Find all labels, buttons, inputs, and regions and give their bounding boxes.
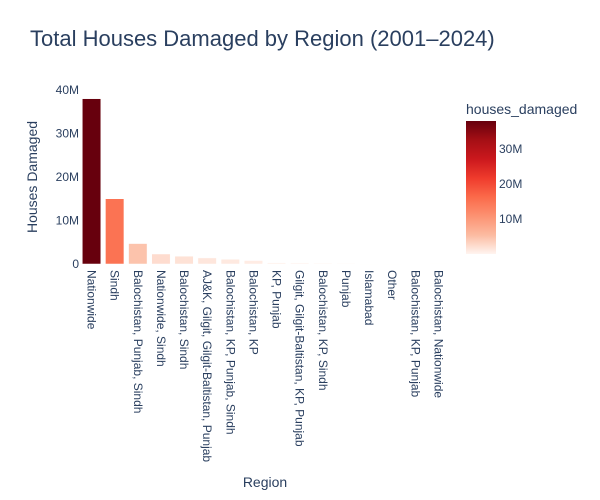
bar — [243, 260, 263, 265]
chart-title: Total Houses Damaged by Region (2001–202… — [30, 26, 495, 51]
x-axis: Nationwide Sindh Balochistan, Punjab, Sind… — [85, 270, 446, 462]
bar — [428, 263, 448, 265]
bar — [313, 262, 333, 265]
x-tick-label: Other — [385, 270, 399, 300]
bar — [151, 253, 171, 265]
y-axis: 0 10M 20M 30M 40M — [56, 83, 80, 271]
y-axis-title: Houses Damaged — [24, 121, 40, 233]
colorbar: houses_damaged 10M 20M 30M — [466, 101, 577, 254]
x-tick-label: Balochistan, Punjab, Sindh — [131, 270, 145, 413]
x-tick-label: Balochistan, Sindh — [177, 270, 191, 369]
bar — [405, 263, 425, 265]
x-tick-label: Balochistan, KP, Sindh — [316, 270, 330, 391]
x-tick-label: Balochistan, KP, Punjab — [408, 270, 422, 398]
bar — [128, 243, 148, 265]
x-tick-label: KP, Punjab — [270, 270, 284, 329]
bar — [359, 263, 379, 265]
colorbar-tick-label: 10M — [499, 212, 522, 226]
bar — [290, 262, 310, 265]
y-tick-label: 40M — [56, 83, 79, 97]
x-tick-label: Nationwide, Sindh — [154, 270, 168, 367]
x-tick-label: Punjab — [339, 270, 353, 308]
colorbar-tick-label: 20M — [499, 177, 522, 191]
bar — [220, 258, 240, 265]
x-tick-label: Balochistan, KP, Punjab, Sindh — [223, 270, 237, 435]
colorbar-title: houses_damaged — [466, 101, 577, 117]
x-tick-label: Balochistan, KP — [246, 270, 260, 355]
bar — [336, 263, 356, 265]
colorbar-tick-label: 30M — [499, 142, 522, 156]
x-tick-label: Gilgit, Gilgit-Baltistan, KP, Punjab — [293, 270, 307, 447]
x-tick-label: Islamabad — [362, 270, 376, 325]
bar — [82, 98, 102, 265]
bar — [105, 198, 125, 265]
y-tick-label: 10M — [56, 214, 79, 228]
x-tick-label: Balochistan, Nationwide — [431, 270, 445, 398]
bar — [174, 255, 194, 265]
bar — [267, 262, 287, 265]
x-axis-title: Region — [243, 474, 287, 490]
y-tick-label: 0 — [72, 257, 79, 271]
x-tick-label: Sindh — [108, 270, 122, 301]
y-tick-label: 20M — [56, 170, 79, 184]
bar — [197, 257, 217, 265]
x-tick-label: Nationwide — [85, 270, 99, 330]
bar — [382, 263, 402, 265]
bars — [82, 98, 448, 265]
x-tick-label: AJ&K, Gilgit, Gilgit-Baltistan, Punjab — [200, 270, 214, 462]
colorbar-gradient — [466, 121, 496, 254]
y-tick-label: 30M — [56, 127, 79, 141]
